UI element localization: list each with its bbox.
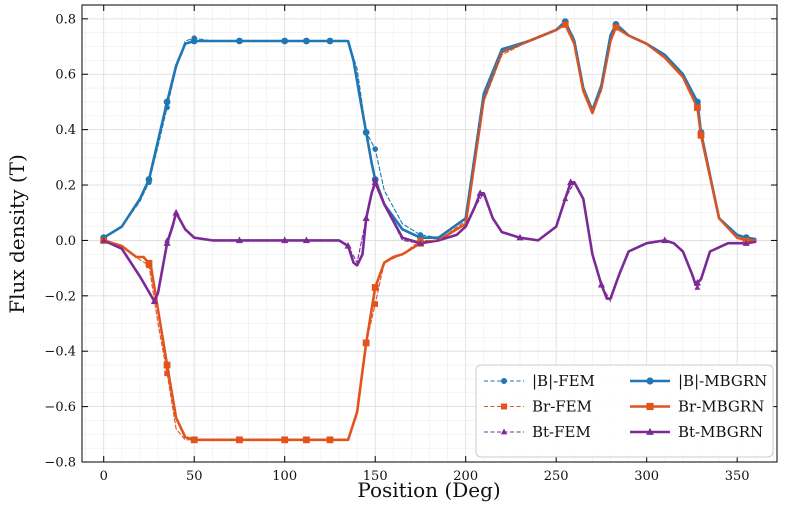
data-point-b-fem [327, 38, 333, 44]
x-tick-label: 300 [634, 469, 659, 484]
data-point-br-fem [694, 104, 701, 111]
data-point-bt-fem [743, 239, 750, 246]
legend-label: Bt-FEM [532, 423, 591, 441]
legend-items: |B|-FEM Br-FEM Bt-FEM |B|-MBGRN Br-MBGRN Bt-M… [484, 372, 767, 441]
axes: 0 50 100 150 200 250 300 350 −0.8 −0.6 −0.4 −0.2 0.0… [44, 5, 777, 484]
series-line-b-fem [103, 21, 756, 240]
data-point-b-fem [303, 38, 310, 44]
data-point-bt-fem [236, 237, 243, 243]
data-point-b-fem [372, 146, 379, 152]
data-point-bt-fem [417, 239, 424, 246]
x-tick-label: 250 [544, 469, 569, 484]
legend: |B|-FEM Br-FEM Bt-FEM |B|-MBGRN Br-MBGRN Bt-M… [475, 364, 774, 458]
data-point-b-fem [191, 35, 198, 42]
data-point-bt-fem [363, 215, 370, 221]
data-point-b-fem [164, 104, 170, 111]
y-tick-label: −0.6 [44, 400, 76, 415]
data-point-bt-fem [151, 298, 158, 304]
legend-label: Bt-MBGRN [678, 423, 763, 441]
data-point-bt-fem [173, 209, 180, 215]
data-point-bt-fem [345, 242, 351, 249]
data-point-br-mbgrn [163, 361, 171, 369]
legend-label: |B|-FEM [532, 372, 595, 390]
y-tick-label: 0.4 [55, 123, 76, 138]
legend-label: |B|-MBGRN [678, 372, 767, 390]
legend-label: Br-FEM [532, 398, 592, 416]
data-point-b-fem [417, 232, 424, 238]
data-point-br-fem [372, 301, 379, 307]
data-point-bt-mbgrn [567, 178, 575, 185]
y-tick-label: 0.8 [55, 12, 76, 27]
y-tick-label: 0.0 [55, 234, 76, 249]
data-point-br-fem [363, 340, 369, 346]
legend-marker [501, 403, 507, 410]
y-tick-label: 0.6 [55, 68, 76, 83]
legend-marker [501, 378, 507, 384]
data-point-br-fem [562, 21, 569, 28]
y-tick-label: −0.8 [44, 456, 76, 471]
data-point-br-fem [303, 437, 310, 443]
data-point-bt-fem [562, 195, 569, 202]
x-tick-label: 0 [100, 469, 108, 484]
data-point-br-fem [191, 437, 198, 443]
data-point-b-fem [146, 179, 152, 186]
data-point-b-fem [363, 129, 369, 136]
data-point-bt-fem [281, 237, 288, 243]
x-tick-label: 100 [272, 469, 297, 484]
data-point-bt-fem [164, 237, 171, 243]
data-point-b-fem [281, 38, 288, 44]
legend-marker [500, 428, 508, 435]
series-layer [100, 18, 757, 444]
data-point-bt-fem [517, 234, 523, 240]
legend-marker [646, 402, 654, 411]
data-point-bt-fem [303, 237, 310, 243]
data-point-br-fem [698, 132, 704, 138]
data-point-br-fem [236, 437, 243, 443]
legend-marker [646, 377, 654, 385]
data-point-br-fem [281, 437, 288, 443]
data-point-bt-mbgrn [476, 189, 484, 197]
data-point-bt-fem [694, 284, 701, 290]
legend-marker [646, 427, 654, 435]
data-point-br-fem [146, 262, 152, 269]
plot-frame [81, 4, 778, 463]
data-point-br-mbgrn [371, 284, 379, 291]
y-axis-label: Flux density (T) [5, 154, 29, 314]
y-tick-label: −0.4 [44, 345, 76, 360]
data-point-bt-fem [598, 281, 605, 287]
data-point-br-fem [327, 437, 333, 443]
legend-box [475, 364, 774, 458]
y-tick-label: 0.2 [55, 179, 76, 194]
data-point-br-fem [613, 24, 619, 30]
data-point-b-fem [236, 38, 243, 44]
x-tick-label: 200 [453, 469, 478, 484]
data-point-bt-fem [372, 176, 379, 182]
data-point-bt-fem [661, 237, 668, 243]
data-point-bt-fem [100, 237, 107, 243]
x-tick-label: 150 [363, 469, 388, 484]
series-line-bt-fem [103, 178, 756, 302]
y-tick-label: −0.2 [44, 289, 76, 304]
x-tick-label: 350 [725, 469, 750, 484]
x-axis-label: Position (Deg) [357, 478, 500, 502]
x-tick-label: 50 [186, 469, 203, 484]
data-point-br-fem [164, 370, 170, 377]
legend-label: Br-MBGRN [678, 398, 764, 416]
series-line-br-fem [103, 23, 756, 441]
